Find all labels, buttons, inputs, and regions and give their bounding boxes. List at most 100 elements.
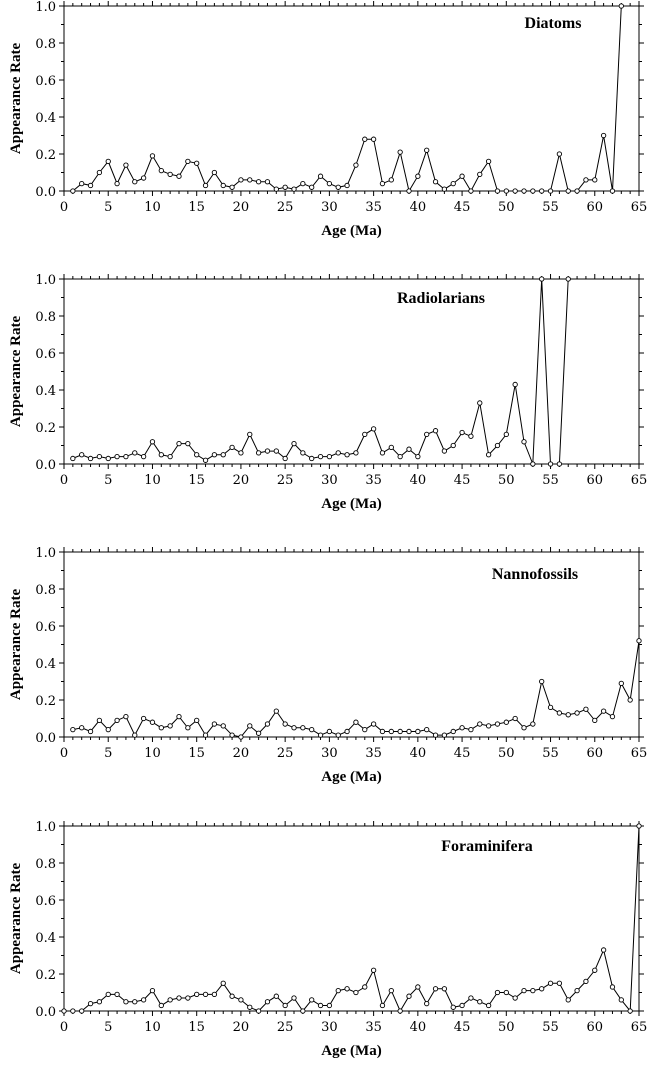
data-point [123,162,129,168]
data-point [255,1008,262,1014]
data-point [238,177,244,183]
x-tick-label: 45 [454,473,471,488]
data-point [344,182,350,189]
data-point [459,725,465,731]
data-point [96,453,103,460]
data-point [344,986,350,992]
data-point [565,997,571,1003]
data-point [592,717,598,723]
data-point [114,717,120,723]
data-point [609,188,616,194]
data-point [379,1002,386,1009]
data-point [370,136,377,142]
data-point [185,158,191,165]
data-point [309,997,315,1003]
x-tick-label: 15 [188,200,205,215]
x-tick-label: 55 [542,200,559,215]
data-point [388,728,394,735]
data-point [335,988,341,994]
data-point [220,182,226,189]
x-tick-label: 60 [586,473,603,488]
data-point [194,991,200,997]
data-point [140,453,147,460]
data-point [406,446,412,452]
data-point [618,3,624,9]
y-axis-label: Appearance Rate [8,316,24,428]
data-point [158,725,164,731]
data-point [79,180,85,187]
x-tick-label: 60 [586,746,603,761]
data-point [362,431,368,438]
data-point [105,455,111,462]
data-point [494,721,501,727]
data-point [406,728,412,735]
y-tick-label: 0.2 [35,148,56,163]
data-point [79,1008,85,1014]
plot-frame [63,5,640,192]
x-tick-label: 15 [188,473,205,488]
data-point [291,186,297,192]
data-point [229,732,235,738]
data-point [273,993,279,999]
data-point [636,823,642,829]
data-point [503,431,509,438]
data-point [202,457,209,463]
data-point [397,1008,403,1014]
x-tick-label: 35 [365,746,382,761]
data-point [512,188,518,194]
data-point [441,732,448,738]
data-point [238,997,244,1003]
data-point [485,723,492,729]
data-point [485,1002,492,1009]
data-point [300,1008,306,1014]
data-point [247,177,253,183]
data-point [521,988,527,994]
x-tick-label: 5 [104,473,112,488]
data-point [105,158,111,165]
data-point [503,719,509,725]
data-point [600,132,607,139]
data-point [317,1002,324,1009]
y-tick-label: 0.8 [35,310,56,325]
data-point [397,149,403,155]
data-point [96,169,103,176]
data-point [565,276,571,282]
data-point [362,136,368,142]
data-point [123,453,129,460]
data-point [211,721,218,727]
data-point [415,173,421,179]
x-tick-label: 40 [410,746,427,761]
data-point [494,188,501,194]
x-axis-label: Age (Ma) [321,769,381,785]
data-point [158,452,164,458]
x-tick-label: 65 [631,1020,648,1035]
x-tick-label: 50 [498,1020,515,1035]
x-tick-label: 25 [277,746,294,761]
data-point [309,455,315,462]
data-point [317,732,324,738]
data-point [211,452,218,458]
data-point [167,171,173,178]
panel-title: Nannofossils [492,566,578,583]
data-point [264,999,271,1005]
data-point [362,726,368,733]
data-point [362,984,368,990]
data-point [264,179,271,185]
data-point [415,453,421,460]
data-point [344,728,350,735]
data-point [530,461,536,467]
data-point [574,188,580,194]
x-tick-label: 0 [60,1020,68,1035]
series-line [72,278,569,465]
data-point [609,714,616,720]
data-point [468,995,474,1001]
data-point [618,680,624,686]
data-point [149,439,156,445]
data-point [176,995,182,1001]
data-point [459,1002,465,1009]
data-point [353,719,359,725]
data-point [583,706,589,712]
data-point [167,723,173,729]
data-point [132,999,138,1005]
